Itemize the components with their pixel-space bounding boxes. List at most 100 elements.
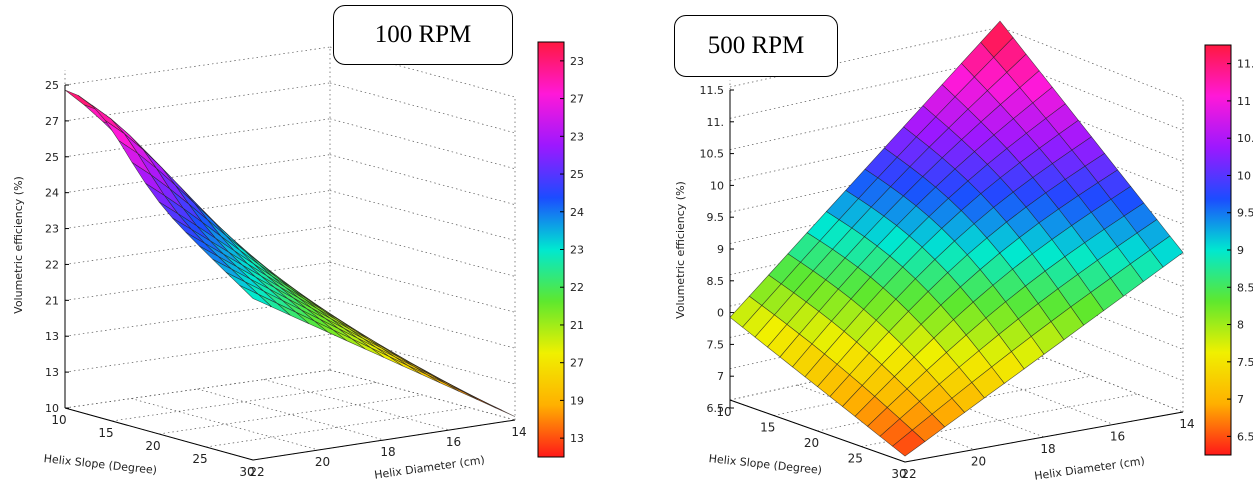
diameter-tick-label: 14 xyxy=(511,425,526,439)
surface-patch xyxy=(407,365,441,384)
colorbar-tick-label: 7.5 xyxy=(1237,356,1253,369)
colorbar-tick-label: 10.5 xyxy=(1237,132,1253,145)
z-axis-label: Volumetric efficiency (%) xyxy=(674,181,687,319)
surface xyxy=(64,89,516,417)
y-axis-label: Helix Slope (Degree) xyxy=(43,452,158,477)
colorbar-tick-label: 23 xyxy=(570,244,584,257)
grid-line xyxy=(861,393,1138,447)
diameter-tick-label: 22 xyxy=(901,467,916,480)
grid-line xyxy=(329,261,516,313)
z-tick-label: 7 xyxy=(717,370,724,383)
z-tick-label: 10.5 xyxy=(700,148,725,161)
colorbar-gradient xyxy=(1204,44,1232,456)
grid-line xyxy=(999,26,1184,100)
colorbar-tick-label: 7 xyxy=(1237,393,1244,406)
slope-tick-label: 15 xyxy=(98,426,113,440)
axes xyxy=(64,85,516,461)
grid xyxy=(64,46,516,461)
colorbar-tick-label: 27 xyxy=(570,93,584,106)
z-tick-label: 13 xyxy=(45,366,59,379)
surface-patch xyxy=(445,383,478,400)
z-tick-label: 0 xyxy=(717,307,724,320)
slope-tick-label: 20 xyxy=(804,436,819,450)
colorbar-tick-label: 6.5 xyxy=(1237,430,1253,443)
surface-chart-500rpm: 6.5 7 7.5 0 8.5 9 9.5 10 10.5 11. 11.5 10 15 20 25 3022… xyxy=(674,20,1253,480)
colorbar-tick-label: 23 xyxy=(570,130,584,143)
grid-line xyxy=(64,118,331,158)
colorbar: 13 19 27 21 22 23 24 25 23 27 23 xyxy=(537,41,584,458)
colorbar-tick-label: 23 xyxy=(570,55,584,68)
diameter-axis-line xyxy=(252,419,516,461)
colorbar-tick-label: 22 xyxy=(570,281,584,294)
surface-chart-100rpm: 1013132122232425272510152025302220181614… xyxy=(12,41,584,480)
slope-tick-label: 25 xyxy=(192,452,207,466)
grid-line xyxy=(329,82,516,134)
z-tick-label: 27 xyxy=(45,115,59,128)
grid-line xyxy=(131,398,319,451)
surface-patch xyxy=(105,120,138,154)
slope-tick-label: 30 xyxy=(891,467,906,480)
z-tick-label: 21 xyxy=(45,294,59,307)
grid-line xyxy=(329,190,516,241)
grid-line xyxy=(64,333,331,373)
z-tick-label: 11. xyxy=(707,116,725,129)
colorbar-tick-label: 9.5 xyxy=(1237,207,1253,220)
z-tick-label: 8.5 xyxy=(707,275,725,288)
z-tick-label: 25 xyxy=(45,79,59,92)
slope-tick-label: 20 xyxy=(145,439,160,453)
grid-line xyxy=(329,154,516,206)
diameter-tick-label: 16 xyxy=(1110,430,1125,444)
surface-patch xyxy=(64,89,98,110)
colorbar-tick-label: 25 xyxy=(570,168,584,181)
colorbar: 6.5 7 7.5 8 8.5 9 9.5 10 10.5 11 11.5 xyxy=(1204,44,1253,456)
surface xyxy=(729,20,1184,457)
surface-patch xyxy=(239,285,272,308)
surface-patch xyxy=(375,347,409,366)
surface-patch xyxy=(91,104,125,134)
grid-line xyxy=(205,407,469,448)
slope-tick-label: 25 xyxy=(848,452,863,466)
grid-line xyxy=(329,297,516,349)
z-tick-label: 23 xyxy=(45,223,59,236)
colorbar-gradient xyxy=(537,41,565,458)
z-axis-label: Volumetric efficiency (%) xyxy=(12,176,25,314)
grid-line xyxy=(329,369,516,421)
colorbar-tick-label: 24 xyxy=(570,206,584,219)
z-tick-label: 9 xyxy=(717,243,724,256)
grid-line xyxy=(263,379,450,431)
colorbar-tick-label: 19 xyxy=(570,394,584,407)
slope-tick-label: 10 xyxy=(51,413,66,427)
colorbar-tick-label: 8.5 xyxy=(1237,281,1253,294)
colorbar-tick-label: 27 xyxy=(570,357,584,370)
z-tick-label: 13 xyxy=(45,330,59,343)
colorbar-tick-label: 21 xyxy=(570,319,584,332)
diameter-tick-label: 20 xyxy=(971,455,986,469)
slope-axis-line xyxy=(729,399,906,463)
z-tick-label: 24 xyxy=(45,187,59,200)
colorbar-tick-label: 13 xyxy=(570,432,584,445)
grid-line xyxy=(773,357,1046,416)
diameter-tick-label: 16 xyxy=(446,435,461,449)
colorbar-tick-label: 11.5 xyxy=(1237,58,1253,71)
z-tick-label: 22 xyxy=(45,258,59,271)
axis-labels: Volumetric efficiency (%)Helix Diameter … xyxy=(12,176,486,480)
z-tick-label: 7.5 xyxy=(707,338,725,351)
grid-line xyxy=(158,394,423,435)
grid-line xyxy=(729,57,1001,119)
diameter-tick-label: 20 xyxy=(315,455,330,469)
surface-patch xyxy=(394,356,428,375)
surface-patch xyxy=(426,374,460,392)
z-tick-label: 6.5 xyxy=(707,402,725,415)
colorbar-tick-label: 11 xyxy=(1237,95,1251,108)
z-tick-label: 10 xyxy=(710,179,724,192)
colorbar-tick-label: 9 xyxy=(1237,244,1244,257)
colorbar-tick-label: 10 xyxy=(1237,169,1251,182)
slope-tick-label: 15 xyxy=(760,421,775,435)
grid-line xyxy=(64,154,331,194)
slope-axis-line xyxy=(64,407,254,461)
y-axis-label: Helix Slope (Degree) xyxy=(708,452,823,477)
colorbar-tick-label: 8 xyxy=(1237,319,1244,332)
diameter-axis-line xyxy=(904,411,1184,463)
x-axis-label: Helix Diameter (cm) xyxy=(1033,454,1145,480)
